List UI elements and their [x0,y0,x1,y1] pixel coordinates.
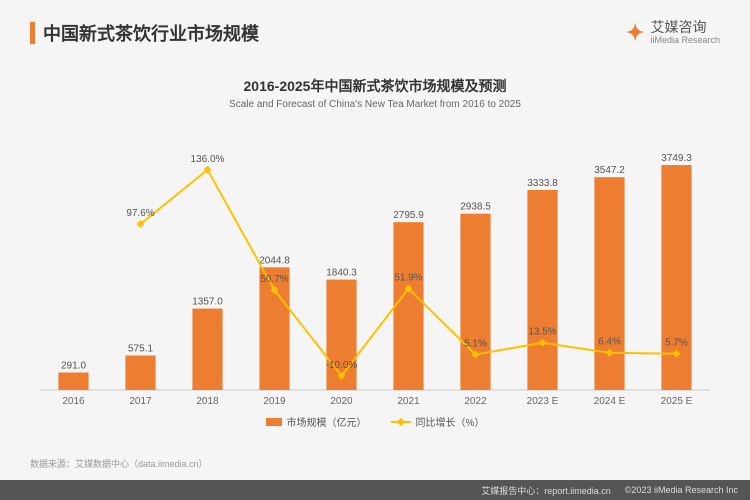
x-axis-label: 2023 E [527,396,559,407]
data-source: 数据来源：艾媒数据中心（data.iimedia.cn） [30,457,208,470]
bar-value-label: 3333.8 [527,178,558,189]
footer-site: 艾媒报告中心：report.iimedia.cn [481,484,611,497]
x-axis-label: 2017 [129,396,152,407]
x-axis-label: 2016 [62,396,85,407]
x-axis-label: 2025 E [661,396,693,407]
chart-title-en: Scale and Forecast of China's New Tea Ma… [0,99,750,110]
combo-chart: 291.0 2016 575.1 2017 1357.0 2018 2044.8 2019 18… [40,125,710,410]
bar-value-label: 575.1 [128,343,153,354]
line-value-label: -10.0% [326,360,358,371]
legend-bar-swatch [266,418,282,426]
line-value-label: 13.5% [528,327,556,338]
bar [125,355,155,390]
chart-legend: 市场规模（亿元） 同比增长（%） [0,414,750,429]
bar-value-label: 291.0 [61,361,86,372]
page-footer: 艾媒报告中心：report.iimedia.cn ©2023 iiMedia R… [0,480,750,500]
logo-text-en: iiMedia Research [650,36,720,46]
brand-logo: ✦ 艾媒咨询 iiMedia Research [626,20,720,46]
bar [527,190,557,390]
legend-line-label: 同比增长（%） [416,414,485,429]
chart-title-cn: 2016-2025年中国新式茶饮市场规模及预测 [0,76,750,96]
legend-line-swatch [391,421,411,423]
line-value-label: 97.6% [126,208,154,219]
logo-icon: ✦ [626,20,644,46]
bar [259,267,289,390]
bar-value-label: 3547.2 [594,165,625,176]
logo-text-cn: 艾媒咨询 [650,20,720,35]
x-axis-label: 2019 [263,396,286,407]
x-axis-label: 2020 [330,396,353,407]
bar-value-label: 2795.9 [393,210,424,221]
page-title: 中国新式茶饮行业市场规模 [43,20,259,46]
bar [58,373,88,390]
legend-bar-label: 市场规模（亿元） [287,414,367,429]
bar-value-label: 1840.3 [326,268,357,279]
x-axis-label: 2022 [464,396,487,407]
chart-canvas: 291.0 2016 575.1 2017 1357.0 2018 2044.8 2019 18… [40,125,710,410]
line-value-label: 6.4% [598,337,621,348]
bar [594,177,624,390]
x-axis-label: 2024 E [594,396,626,407]
bar [393,222,423,390]
bar-value-label: 1357.0 [192,297,223,308]
line-value-label: 51.9% [394,272,422,283]
line-value-label: 136.0% [191,154,225,165]
footer-copyright: ©2023 iiMedia Research Inc [625,485,738,495]
bar-value-label: 2938.5 [460,202,491,213]
line-value-label: 50.7% [260,274,288,285]
title-accent-bar [30,22,35,44]
line-value-label: 5.1% [464,339,487,350]
legend-bar-item: 市场规模（亿元） [266,414,367,429]
bar [460,214,490,390]
bar-value-label: 3749.3 [661,153,692,164]
bar [192,309,222,390]
bar-value-label: 2044.8 [259,255,290,266]
x-axis-label: 2018 [196,396,219,407]
legend-line-item: 同比增长（%） [391,414,485,429]
x-axis-label: 2021 [397,396,420,407]
line-value-label: 5.7% [665,338,688,349]
